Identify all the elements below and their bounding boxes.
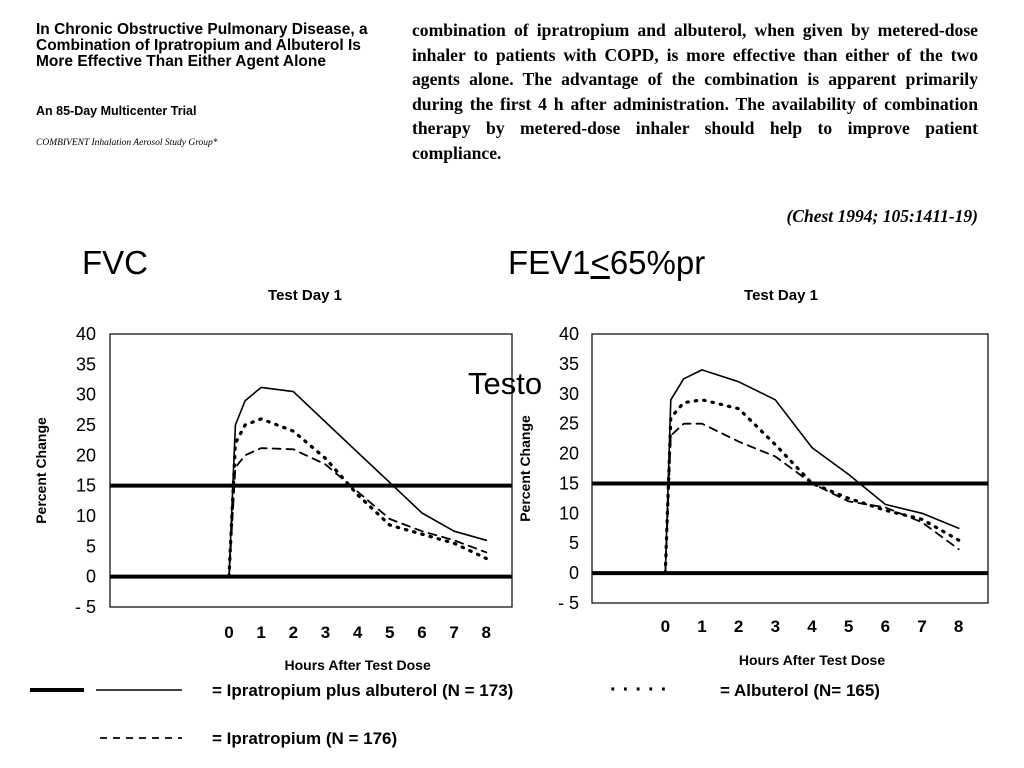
chart2-x-tick-label: 5 [844,617,853,636]
chart2-x-axis-title: Hours After Test Dose [739,652,885,668]
chart1-x-tick-label: 5 [385,623,394,642]
chart1-y-tick-label: 15 [76,476,96,496]
chart1-x-tick-label: 3 [321,623,330,642]
chart2-x-tick-label: 0 [661,617,670,636]
fev1-suffix: 65%pr [609,244,706,281]
chart1-y-tick-label: 5 [86,536,96,556]
testo-label: Testo [468,366,543,401]
paper-subtitle: An 85-Day Multicenter Trial [36,104,197,118]
legend-combo-label: = Ipratropium plus albuterol (N = 173) [212,681,513,700]
chart1-series-ipratropium [228,447,488,578]
chart1-x-tick-label: 1 [256,623,265,642]
chart2-series-albuterol [663,398,961,575]
chart2-x-tick-label: 4 [807,617,817,636]
fev1-le-symbol: < [590,244,610,281]
chart1-series-combo [228,386,488,578]
chart2-series-combo [664,369,960,574]
chart1-x-tick-label: 4 [353,623,363,642]
chart2-y-tick-label: 10 [559,503,579,523]
study-group: COMBIVENT Inhalation Aerosol Study Group… [36,138,218,148]
chart2-x-tick-label: 8 [954,617,963,636]
chart1-x-axis-title: Hours After Test Dose [285,657,431,673]
chart1-y-tick-label: 10 [76,506,96,526]
chart2-y-tick-label: 35 [559,354,579,374]
chart2-y-tick-label: 5 [569,533,579,553]
chart2-y-axis-title: Percent Change [517,415,533,522]
chart1-y-tick-label: 35 [76,354,96,374]
chart2-y-tick-label: 20 [559,444,579,464]
chart1-y-tick-label: - 5 [75,597,96,617]
citation: (Chest 1994; 105:1411-19) [786,206,978,226]
chart2-x-tick-label: 6 [881,617,890,636]
chart1-y-tick-label: 0 [86,567,96,587]
chart1-title: Test Day 1 [268,287,342,304]
chart2-x-tick-label: 1 [697,617,706,636]
legend-albuterol-label: = Albuterol (N= 165) [720,681,880,700]
chart1-y-tick-label: 40 [76,324,96,344]
chart2-y-tick-label: - 5 [558,593,579,613]
legend: = Ipratropium plus albuterol (N = 173) ·… [30,679,880,748]
chart2-x-tick-label: 3 [771,617,780,636]
chart2-y-tick-label: 0 [569,563,579,583]
chart1-plot-frame [109,333,513,608]
chart1-x-tick-label: 0 [224,623,233,642]
chart1-series-albuterol [227,417,488,579]
chart2-y-tick-label: 30 [559,384,579,404]
chart2-x-tick-label: 2 [734,617,743,636]
chart1-y-tick-label: 30 [76,385,96,405]
chart1-y-tick-label: 25 [76,415,96,435]
paper-title: In Chronic Obstructive Pulmonary Disease… [36,21,368,70]
legend-dotted-line-icon: ····· [610,679,673,701]
fev1-label: FEV1<65%pr [508,244,705,282]
chart2-series-ipratropium [664,422,960,574]
chart1-x-tick-label: 2 [289,623,298,642]
fev1-prefix: FEV1 [508,244,591,281]
chart2-plot-frame [591,333,989,604]
chart2-title: Test Day 1 [744,287,818,304]
chart1-x-tick-label: 8 [482,623,491,642]
chart2-y-tick-label: 25 [559,414,579,434]
chart2-y-tick-label: 15 [559,473,579,493]
abstract-text: combination of ipratropium and albuterol… [412,20,978,163]
chart1-y-axis-title: Percent Change [33,417,49,524]
chart2-x-tick-label: 7 [917,617,926,636]
chart2-y-tick-label: 40 [559,324,579,344]
chart1-x-tick-label: 6 [417,623,426,642]
legend-ipratropium-label: = Ipratropium (N = 176) [212,729,397,748]
chart1-y-tick-label: 20 [76,445,96,465]
chart1-x-tick-label: 7 [449,623,458,642]
fvc-label: FVC [82,244,148,281]
